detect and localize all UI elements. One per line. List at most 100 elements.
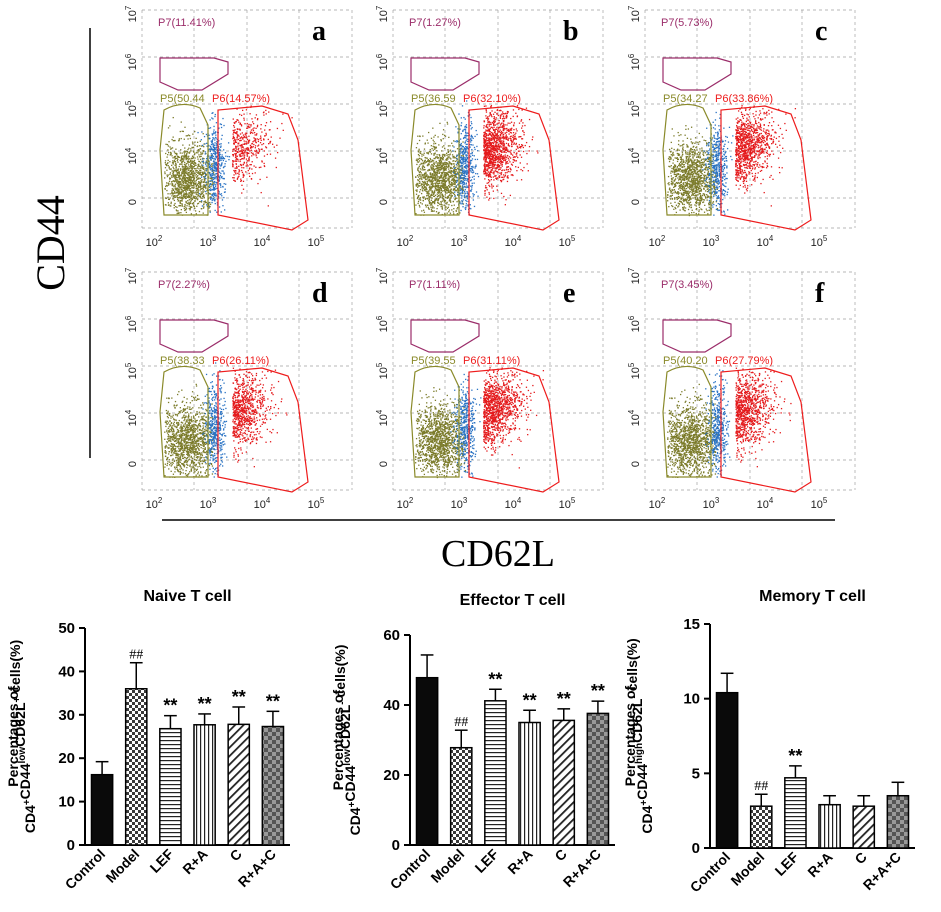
y-tick-text: 0 bbox=[127, 461, 139, 467]
significance-label: ** bbox=[557, 689, 571, 709]
y-tick-label: 5 bbox=[692, 765, 700, 782]
y-tick-text: 107 bbox=[627, 268, 642, 285]
y-tick-label: 40 bbox=[58, 663, 75, 680]
y-axis-label-line1: Percentages of bbox=[622, 685, 638, 786]
gate-p6 bbox=[468, 367, 560, 493]
y-tick-text: 0 bbox=[378, 461, 390, 467]
x-tick-label: 103 bbox=[200, 496, 217, 511]
y-tick-text: 0 bbox=[630, 461, 642, 467]
flow-panel-b: 107 106 105 104 0 102 103 104 105 P7(1.27%) P5(36.… bbox=[375, 6, 604, 249]
y-tick-label: 0 bbox=[692, 840, 700, 857]
x-tick-label: Model bbox=[727, 849, 767, 889]
gate-p6 bbox=[217, 367, 309, 493]
y-tick-text: 104 bbox=[375, 409, 390, 426]
gate-p6 bbox=[720, 105, 812, 231]
y-axis-label-line1: Percentages of bbox=[330, 689, 346, 790]
bar-R+A bbox=[518, 721, 541, 846]
bar-Model bbox=[449, 746, 473, 846]
gate-label-p5: P5(38.33 bbox=[160, 355, 205, 367]
y-tick-text: 105 bbox=[124, 362, 139, 379]
x-tick-label: 102 bbox=[649, 234, 666, 249]
bar-R+A bbox=[193, 724, 216, 846]
x-tick-label: 102 bbox=[146, 496, 163, 511]
x-tick-label: C bbox=[551, 846, 569, 864]
y-tick-label: 104 bbox=[124, 409, 139, 426]
y-tick-text: 105 bbox=[627, 362, 642, 379]
gate-label-p7: P7(1.27%) bbox=[409, 17, 461, 29]
chart-title: Naive T cell bbox=[143, 588, 231, 605]
gate-label-p6: P6(26.11%) bbox=[212, 355, 269, 367]
x-tick-label: 105 bbox=[308, 496, 325, 511]
y-tick-text: 105 bbox=[375, 362, 390, 379]
y-tick-label: 107 bbox=[375, 6, 390, 23]
y-tick-text: 0 bbox=[127, 199, 139, 205]
y-tick-label: 30 bbox=[58, 707, 75, 724]
bar-chart-3: Memory T cell 0 5 10 15 Percentages ofCD4+CD4… bbox=[622, 588, 915, 895]
y-tick-label: 107 bbox=[375, 268, 390, 285]
flow-panel-c: 107 106 105 104 0 102 103 104 105 P7(5.73%) P5(34.… bbox=[627, 6, 856, 249]
bar-C bbox=[552, 719, 576, 846]
x-tick-label: 104 bbox=[505, 234, 522, 249]
bar-LEF bbox=[784, 777, 807, 849]
flow-dots bbox=[667, 367, 792, 478]
x-tick-label: LEF bbox=[772, 848, 802, 878]
gate-label-p5: P5(50.44 bbox=[160, 93, 205, 105]
y-tick-label: 10 bbox=[683, 691, 700, 708]
bar-Control bbox=[715, 691, 739, 849]
y-tick-text: 104 bbox=[375, 147, 390, 164]
y-tick-label: 106 bbox=[375, 315, 390, 332]
x-tick-label: 102 bbox=[146, 234, 163, 249]
y-tick-text: 0 bbox=[378, 199, 390, 205]
x-tick-label: 104 bbox=[254, 496, 271, 511]
x-tick-label: 105 bbox=[308, 234, 325, 249]
gate-label-p7: P7(1.11%) bbox=[409, 279, 460, 291]
x-tick-label: 104 bbox=[254, 234, 271, 249]
x-tick-label: 105 bbox=[811, 234, 828, 249]
gate-p7 bbox=[159, 319, 229, 353]
gate-label-p7: P7(2.27%) bbox=[158, 279, 210, 291]
x-tick-label: R+A+C bbox=[235, 846, 279, 890]
flow-x-axis-label: CD62L bbox=[441, 533, 555, 575]
significance-label: ** bbox=[232, 687, 246, 707]
y-tick-label: 107 bbox=[627, 268, 642, 285]
gate-p5 bbox=[662, 103, 712, 216]
y-tick-text: 105 bbox=[375, 100, 390, 117]
y-tick-label: 60 bbox=[383, 627, 400, 644]
y-tick-text: 107 bbox=[124, 6, 139, 23]
x-tick-label: R+A bbox=[504, 846, 535, 877]
x-tick-label: 104 bbox=[757, 496, 774, 511]
y-tick-label: 0 bbox=[378, 461, 390, 467]
y-tick-label: 40 bbox=[383, 697, 400, 714]
y-tick-text: 107 bbox=[375, 6, 390, 23]
panel-letter: e bbox=[563, 278, 575, 309]
y-tick-text: 106 bbox=[124, 315, 139, 332]
bar-R+A+C bbox=[586, 712, 610, 846]
y-tick-label: 50 bbox=[58, 620, 75, 637]
flow-dots bbox=[415, 367, 545, 479]
y-tick-label: 104 bbox=[124, 147, 139, 164]
bar-chart-1: Naive T cell 0 10 20 30 40 50 Percentages ofCD4… bbox=[5, 588, 290, 892]
x-tick-label: LEF bbox=[472, 845, 502, 875]
panel-letter: f bbox=[815, 278, 825, 309]
y-tick-label: 0 bbox=[378, 199, 390, 205]
gate-p7 bbox=[662, 319, 732, 353]
y-axis-label-line2: CD4+CD44lowCD62L- cells(%) bbox=[332, 645, 363, 836]
x-tick-label: Model bbox=[102, 846, 142, 886]
panel-letter: d bbox=[312, 278, 328, 309]
y-tick-text: 106 bbox=[375, 315, 390, 332]
gate-p6 bbox=[720, 367, 812, 493]
y-tick-label: 107 bbox=[627, 6, 642, 23]
bar-LEF bbox=[159, 727, 182, 846]
x-tick-label: R+A+C bbox=[560, 846, 604, 890]
flow-y-axis-label: CD44 bbox=[28, 195, 73, 291]
significance-label: ** bbox=[591, 681, 605, 701]
y-tick-label: 107 bbox=[124, 6, 139, 23]
y-tick-label: 107 bbox=[124, 268, 139, 285]
gate-label-p6: P6(14.57%) bbox=[212, 93, 270, 105]
x-tick-label: R+A+C bbox=[860, 849, 904, 893]
gate-p5 bbox=[159, 365, 209, 478]
significance-label: ** bbox=[523, 690, 537, 710]
y-tick-label: 106 bbox=[124, 315, 139, 332]
y-tick-text: 106 bbox=[627, 53, 642, 70]
